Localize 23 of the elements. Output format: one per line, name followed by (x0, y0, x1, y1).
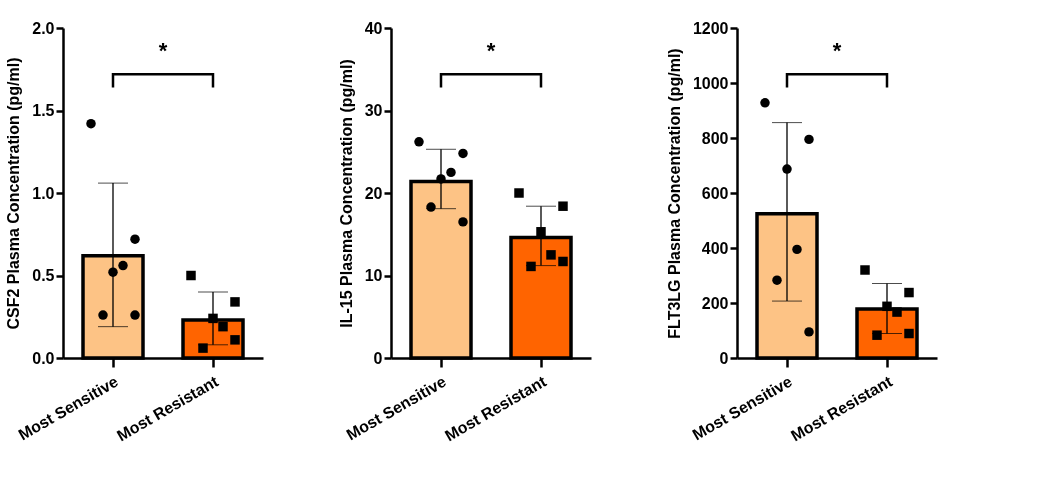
y-tick-label: 0 (719, 349, 729, 367)
y-tick-label: 0 (373, 349, 383, 367)
y-tick-label: 2.0 (32, 19, 55, 37)
annotation: * (158, 38, 168, 64)
y-tick-label: 1.5 (32, 102, 55, 119)
y-axis-title: CSF2 Plasma Concentration (pg/ml) (5, 57, 23, 330)
y-tick-label: 1200 (692, 19, 729, 37)
y-tick-label: 0.0 (32, 349, 55, 367)
y-tick-label: 20 (364, 184, 383, 202)
y-tick-label: 600 (701, 184, 729, 202)
y-tick-label: 800 (701, 129, 729, 147)
y-axis-title: FLT3LG Plasma Concentration (pg/ml) (665, 48, 683, 339)
annotation: * (486, 38, 496, 64)
y-tick-label: 10 (364, 267, 383, 284)
y-tick-label: 1.0 (32, 184, 55, 202)
y-tick-label: 1000 (692, 74, 729, 92)
annotation: * (832, 38, 842, 64)
y-tick-label: 400 (701, 239, 729, 257)
y-tick-label: 40 (364, 19, 383, 37)
y-tick-label: 30 (364, 102, 383, 119)
y-axis-title: IL-15 Plasma Concentration (pg/ml) (337, 59, 355, 328)
y-tick-label: 200 (701, 294, 729, 312)
y-tick-label: 0.5 (32, 267, 55, 284)
